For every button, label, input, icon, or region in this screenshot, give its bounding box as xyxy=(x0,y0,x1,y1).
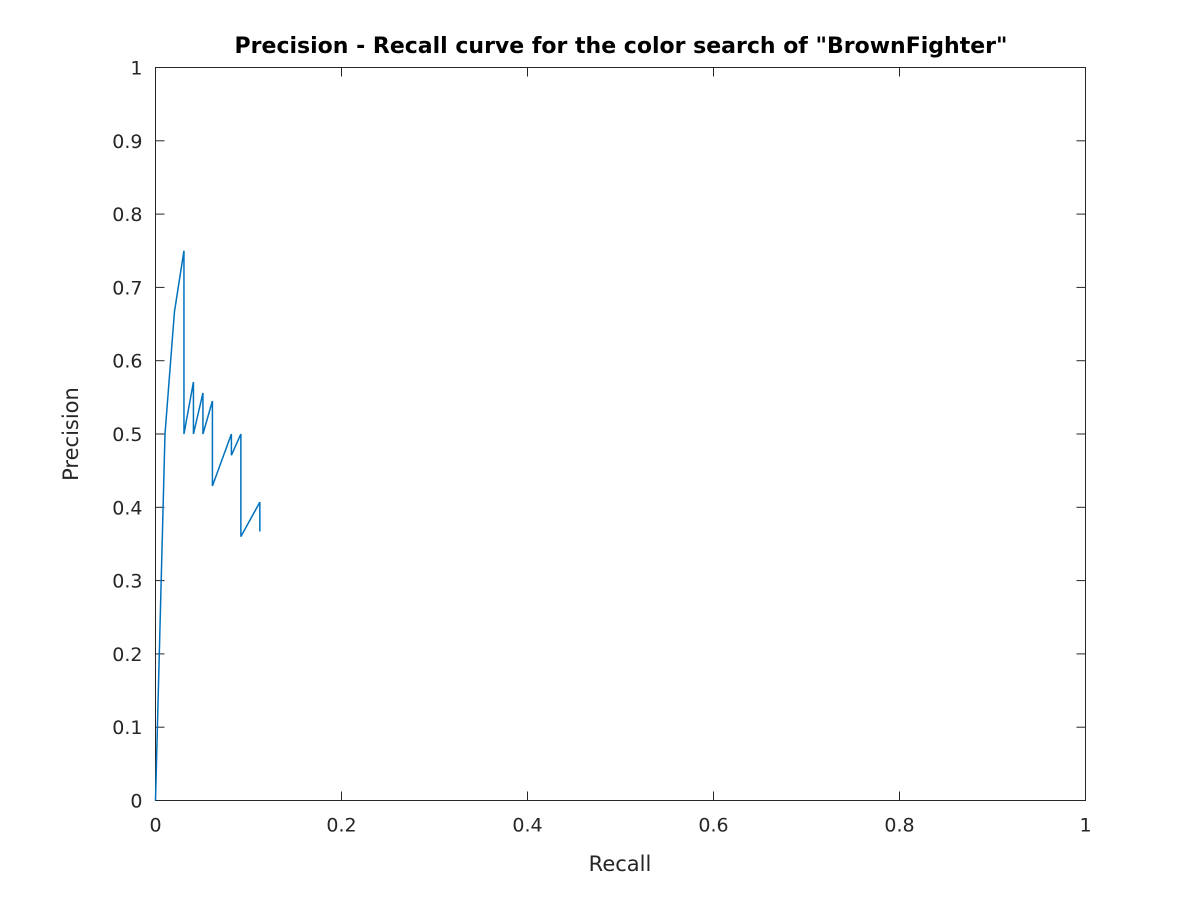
y-tick-label: 0.4 xyxy=(112,497,142,519)
x-tick-label: 0.4 xyxy=(512,815,542,837)
y-tick-label: 0.9 xyxy=(112,131,142,153)
y-axis-label: Precision xyxy=(59,387,83,481)
precision-recall-curve xyxy=(154,250,261,801)
y-tick-label: 0.6 xyxy=(112,351,142,373)
y-tick-label: 0.8 xyxy=(112,204,142,226)
y-axis-ticks: 0 0.1 0.2 0.3 0.4 0.5 0.6 0.7 0.8 0.9 1 xyxy=(112,58,1086,813)
y-tick-label: 1 xyxy=(130,58,142,80)
chart-title: Precision - Recall curve for the color s… xyxy=(235,34,1008,59)
x-tick-label: 0.2 xyxy=(326,815,356,837)
y-tick-label: 0.3 xyxy=(112,571,142,593)
y-tick-label: 0.1 xyxy=(112,717,142,739)
x-tick-label: 0.6 xyxy=(698,815,728,837)
x-tick-label: 0 xyxy=(149,815,161,837)
x-tick-label: 1 xyxy=(1079,815,1091,837)
x-tick-label: 0.8 xyxy=(884,815,914,837)
y-tick-label: 0.5 xyxy=(112,424,142,446)
y-tick-label: 0 xyxy=(130,791,142,813)
x-axis-label: Recall xyxy=(589,852,652,876)
x-axis-ticks: 0 0.2 0.4 0.6 0.8 1 xyxy=(149,67,1092,837)
plot-frame xyxy=(155,67,1086,801)
y-tick-label: 0.7 xyxy=(112,277,142,299)
y-tick-label: 0.2 xyxy=(112,644,142,666)
